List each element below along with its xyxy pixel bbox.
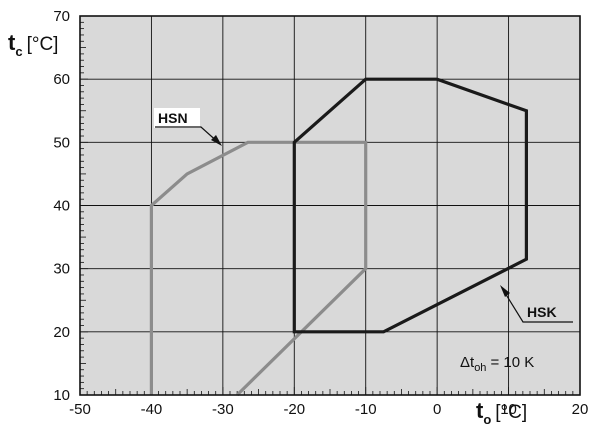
x-tick-label: 10 bbox=[500, 401, 517, 418]
y-tick-label: 20 bbox=[53, 324, 70, 341]
series-layer bbox=[149, 77, 529, 397]
hsk-leader-line bbox=[501, 287, 573, 323]
y-tick-label: 10 bbox=[53, 387, 70, 404]
x-tick-label: -20 bbox=[283, 401, 305, 418]
y-tick-label: 30 bbox=[53, 261, 70, 278]
hsk-label-bg bbox=[524, 302, 572, 322]
x-axis-label: to [°C] bbox=[476, 398, 527, 427]
x-tick-label: -30 bbox=[212, 401, 234, 418]
x-tick-label: 0 bbox=[433, 401, 441, 418]
y-tick-label: 50 bbox=[53, 134, 70, 151]
hsn-label: HSN bbox=[158, 110, 188, 126]
plot-frame bbox=[79, 15, 581, 396]
x-axis-subscript: o bbox=[483, 412, 491, 427]
x-axis-unit: [°C] bbox=[495, 402, 527, 423]
y-axis-subscript: c bbox=[15, 44, 22, 59]
hsk-arrowhead bbox=[500, 285, 510, 297]
hsn-arrowhead bbox=[211, 135, 222, 146]
x-tick-label: -50 bbox=[69, 401, 91, 418]
x-tick-label: 20 bbox=[572, 401, 589, 418]
delta-t-value: = 10 K bbox=[490, 354, 534, 371]
y-axis-label: tc [°C] bbox=[8, 30, 58, 59]
y-tick-label: 40 bbox=[53, 198, 70, 215]
series-hsn-line bbox=[149, 140, 368, 397]
x-axis-symbol: t bbox=[476, 398, 484, 423]
x-tick-label: -40 bbox=[141, 401, 163, 418]
delta-t-symbol: Δt bbox=[460, 354, 475, 371]
y-axis-symbol: t bbox=[8, 30, 16, 55]
y-axis-unit: [°C] bbox=[27, 34, 59, 55]
delta-t-annotation: Δtoh = 10 K bbox=[460, 354, 534, 374]
x-tick-label: -10 bbox=[355, 401, 377, 418]
hsk-label: HSK bbox=[527, 304, 557, 320]
hsk-label-group: HSK bbox=[500, 285, 573, 323]
delta-t-subscript: oh bbox=[474, 362, 486, 374]
y-tick-label: 60 bbox=[53, 71, 70, 88]
tick-labels: -50 -40 -30 -20 -10 0 10 20 10 20 30 40 50 60 70 bbox=[53, 8, 588, 418]
hsn-label-group: HSN bbox=[154, 108, 222, 146]
y-tick-label: 70 bbox=[53, 8, 70, 25]
series-hsk-line bbox=[292, 77, 529, 334]
hsn-label-bg bbox=[154, 108, 200, 128]
